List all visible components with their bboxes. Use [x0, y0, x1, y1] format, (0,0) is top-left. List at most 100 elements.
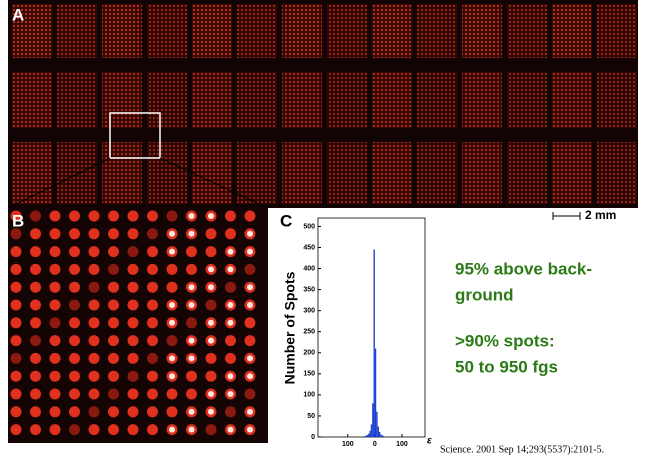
y-tick-label: 150	[303, 371, 315, 378]
spot	[10, 317, 22, 329]
spot	[69, 352, 80, 364]
spot	[225, 352, 236, 364]
bar	[380, 434, 382, 437]
spot-core	[247, 230, 253, 237]
spot	[88, 352, 100, 364]
spot	[49, 299, 61, 311]
spot	[205, 228, 217, 240]
spot-core	[188, 302, 195, 308]
note: ground	[455, 285, 514, 304]
spot	[244, 388, 256, 400]
spot-core	[188, 284, 195, 291]
spot-core	[247, 408, 253, 415]
array-block	[282, 72, 322, 128]
bar	[374, 348, 377, 437]
spot-core	[169, 373, 175, 380]
spot	[108, 370, 119, 382]
array-block	[327, 142, 367, 204]
array-block	[102, 4, 142, 58]
spot	[108, 263, 119, 275]
spot	[88, 228, 100, 240]
spot	[244, 335, 256, 347]
x-tick-label: 0	[373, 441, 377, 448]
array-block	[147, 72, 187, 128]
spot	[166, 281, 178, 293]
citation: Science. 2001 Sep 14;293(5537):2101-5.	[440, 444, 604, 455]
spot-core	[227, 373, 234, 380]
spot	[205, 299, 217, 311]
x-tick-label: 100	[342, 441, 354, 448]
spot	[205, 370, 217, 382]
spot	[49, 352, 61, 364]
array-block	[57, 142, 97, 204]
array-block	[597, 4, 637, 58]
note: 95% above back-	[455, 259, 592, 278]
spot-core	[227, 266, 234, 273]
array-block	[597, 72, 637, 128]
spot	[108, 388, 119, 400]
bar	[365, 435, 367, 437]
bar	[381, 435, 384, 437]
spot	[10, 370, 22, 382]
spot	[225, 210, 236, 222]
bar	[378, 431, 381, 437]
spot	[49, 228, 61, 240]
spot	[88, 210, 100, 222]
array-block	[507, 142, 547, 204]
spot	[108, 335, 119, 347]
spot	[108, 281, 119, 293]
bar	[383, 436, 385, 437]
spot	[108, 246, 119, 258]
spot	[88, 317, 100, 329]
array-block	[597, 142, 637, 204]
spot	[88, 406, 100, 418]
spot	[10, 335, 22, 347]
array-block	[417, 72, 457, 128]
spot	[127, 352, 139, 364]
spot	[69, 335, 80, 347]
spot-core	[188, 213, 195, 219]
spot	[49, 424, 61, 436]
spot-core	[227, 426, 234, 433]
spot-core	[169, 302, 175, 308]
spot	[244, 263, 256, 275]
spot	[166, 263, 178, 275]
spot	[127, 228, 139, 240]
y-tick-label: 100	[303, 392, 315, 399]
spot	[30, 281, 41, 293]
spot	[225, 281, 236, 293]
spot-core	[169, 355, 175, 362]
array-block	[552, 4, 592, 58]
spot	[108, 228, 119, 240]
spot	[49, 335, 61, 347]
spot	[69, 299, 80, 311]
array-block	[237, 142, 277, 204]
spot-core	[169, 319, 175, 326]
spot	[225, 406, 236, 418]
spot	[147, 299, 158, 311]
spot-core	[188, 230, 195, 237]
array-block	[462, 4, 502, 58]
y-tick-label: 0	[311, 434, 315, 441]
array-block	[237, 72, 277, 128]
spot	[244, 317, 256, 329]
spot	[147, 263, 158, 275]
y-axis-label: Number of Spots	[282, 271, 298, 384]
bar	[369, 430, 371, 437]
spot	[127, 370, 139, 382]
spot	[244, 210, 256, 222]
spot	[10, 263, 22, 275]
spot	[186, 263, 197, 275]
spot-core	[247, 373, 253, 380]
spot	[147, 388, 158, 400]
spot-core	[208, 319, 214, 326]
spot-core	[227, 319, 234, 326]
spot	[69, 228, 80, 240]
bar	[370, 424, 373, 437]
spot	[30, 424, 41, 436]
spot-core	[247, 248, 253, 255]
array-blocks	[12, 4, 637, 204]
spot	[88, 388, 100, 400]
y-tick-label: 200	[303, 350, 315, 357]
array-block	[462, 72, 502, 128]
